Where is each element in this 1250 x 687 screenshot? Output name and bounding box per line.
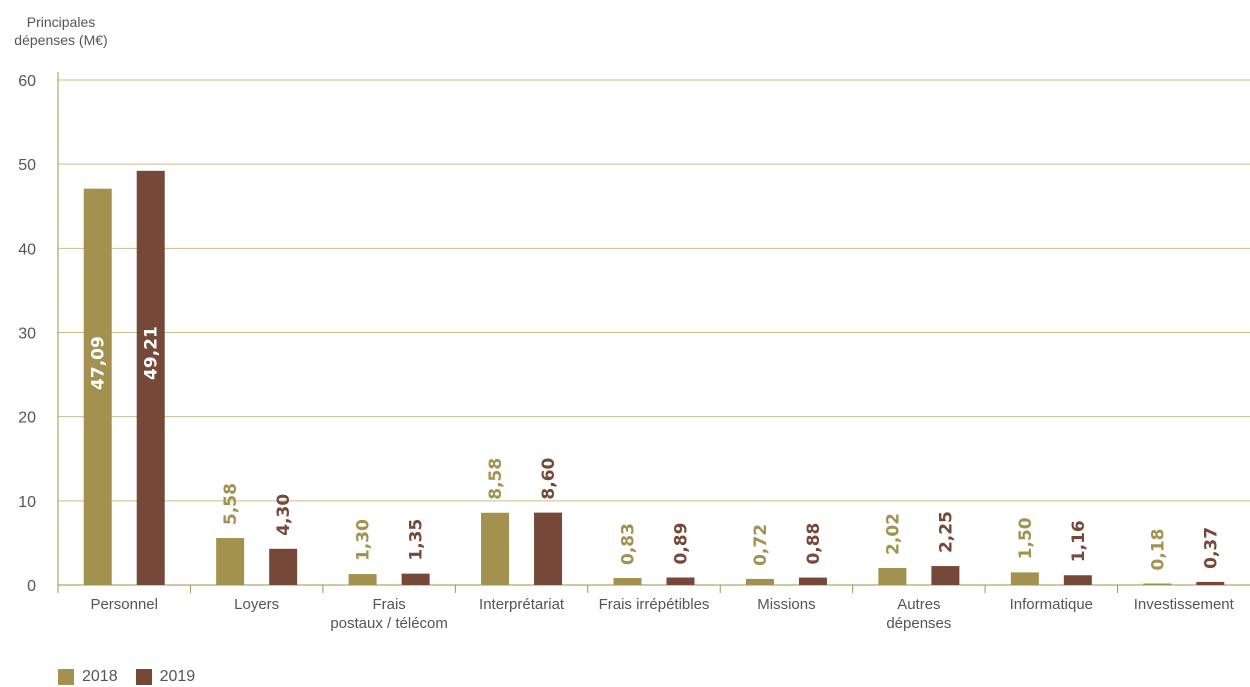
data-label-2019-5: 0,88 <box>804 523 824 565</box>
data-label-2019-4: 0,89 <box>672 523 692 565</box>
data-label-2019-1: 4,30 <box>274 494 294 536</box>
y-tick-label-30: 30 <box>18 326 36 343</box>
data-label-2018-7: 1,50 <box>1016 517 1036 559</box>
y-axis-title-line-2: dépenses (M€) <box>14 32 108 48</box>
data-label-2018-5: 0,72 <box>751 524 771 566</box>
legend: 2018 2019 <box>58 667 213 687</box>
legend-item-2018: 2018 <box>58 668 118 686</box>
bar-2019-6 <box>931 566 960 585</box>
bar-2019-2 <box>401 573 430 585</box>
x-tick-label-1: Loyers <box>234 596 279 613</box>
data-label-2019-8: 0,37 <box>1201 527 1221 569</box>
bar-2019-8 <box>1196 581 1225 585</box>
x-tick-label-2-1: postaux / télécom <box>330 615 448 632</box>
y-tick-label-0: 0 <box>27 578 36 595</box>
data-label-2018-4: 0,83 <box>619 523 639 565</box>
x-tick-label-6-0: Autres <box>897 596 940 613</box>
bar-2018-8 <box>1143 583 1172 585</box>
x-tick-label-0: Personnel <box>90 596 158 613</box>
bar-2019-0 <box>136 170 165 585</box>
bar-2019-3 <box>534 512 563 585</box>
bar-2018-5 <box>745 578 774 585</box>
x-tick-label-2-0: Frais <box>372 596 405 613</box>
bar-2018-6 <box>878 567 907 585</box>
data-label-2018-0: 47,09 <box>89 336 109 390</box>
data-label-2019-7: 1,16 <box>1069 520 1089 562</box>
y-tick-label-40: 40 <box>18 241 36 258</box>
data-label-2018-8: 0,18 <box>1148 529 1168 571</box>
bar-2019-4 <box>666 577 695 585</box>
data-label-2018-2: 1,30 <box>354 519 374 561</box>
y-axis-title-line-1: Principales <box>26 14 96 30</box>
legend-item-2019: 2019 <box>135 668 196 686</box>
bar-chart: 0 10 20 30 40 50 60 Personnel Loyers Frais postaux… <box>18 72 1250 632</box>
x-tick-label-6-1: dépenses <box>886 615 951 632</box>
x-tick-label-8: Investissement <box>1134 596 1235 613</box>
bar-2018-0 <box>83 188 112 585</box>
data-label-2018-1: 5,58 <box>221 483 241 525</box>
bar-2018-1 <box>216 538 245 585</box>
bar-2019-1 <box>269 548 298 585</box>
legend-label-2018: 2018 <box>82 668 118 685</box>
y-tick-label-20: 20 <box>18 410 36 427</box>
bar-2018-4 <box>613 578 642 585</box>
y-axis-title: Principales dépenses (M€) <box>6 13 116 49</box>
legend-label-2019: 2019 <box>159 668 196 685</box>
data-label-2019-3: 8,60 <box>539 457 559 499</box>
y-tick-label-10: 10 <box>18 494 36 511</box>
x-tick-label-4: Frais irrépétibles <box>599 596 710 613</box>
data-label-2019-2: 1,35 <box>407 519 427 561</box>
data-label-2018-3: 8,58 <box>486 458 506 500</box>
legend-swatch-2018 <box>58 669 74 685</box>
bar-2018-3 <box>481 512 510 585</box>
x-tick-label-3: Interprétariat <box>479 596 565 613</box>
data-label-2019-0: 49,21 <box>142 326 162 380</box>
bar-2019-5 <box>798 577 827 585</box>
x-tick-label-7: Informatique <box>1010 596 1093 613</box>
data-label-2018-6: 2,02 <box>883 513 903 555</box>
bar-2018-2 <box>348 574 377 585</box>
data-label-2019-6: 2,25 <box>936 511 956 553</box>
bar-2018-7 <box>1010 572 1039 585</box>
legend-swatch-2019 <box>135 669 152 685</box>
bar-2019-7 <box>1063 575 1092 585</box>
y-tick-label-60: 60 <box>18 73 36 90</box>
y-tick-label-50: 50 <box>18 157 36 174</box>
x-tick-label-5: Missions <box>757 596 815 613</box>
